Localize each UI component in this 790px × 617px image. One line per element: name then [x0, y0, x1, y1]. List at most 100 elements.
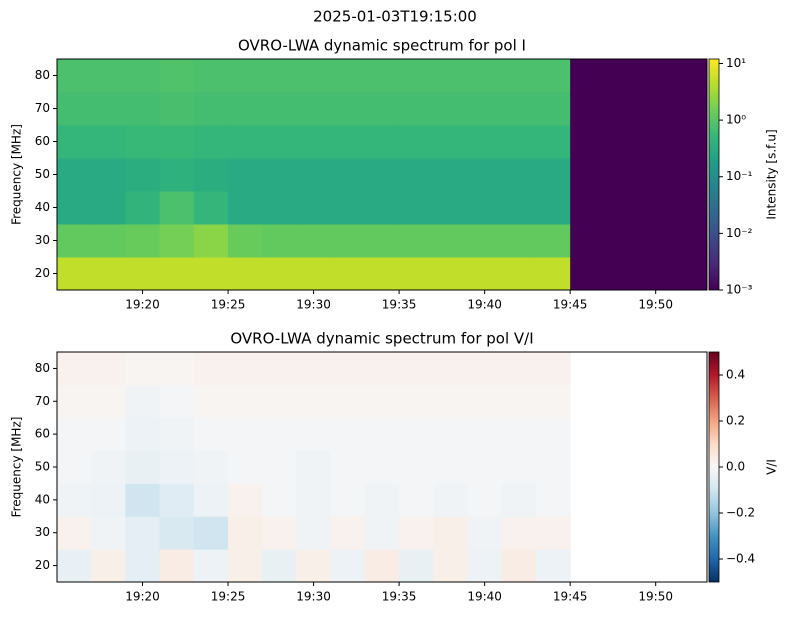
heatmap-cell — [535, 549, 571, 582]
heatmap-cell — [262, 158, 297, 192]
heatmap-cell — [535, 450, 571, 484]
heatmap-cell — [296, 384, 332, 419]
heatmap-cell — [228, 191, 263, 225]
y-tick-label: 80 — [35, 68, 50, 82]
figure-title: 2025-01-03T19:15:00 — [313, 8, 477, 26]
heatmap-cell — [433, 59, 469, 93]
colorbar-tick-label: 10⁻³ — [726, 283, 753, 297]
heatmap-cell — [193, 516, 229, 550]
x-tick-label: 19:35 — [382, 590, 417, 604]
x-tick-label: 19:40 — [467, 590, 502, 604]
heatmap-cell — [193, 483, 229, 517]
heatmap-cell — [364, 92, 400, 126]
heatmap-cell — [228, 92, 263, 126]
heatmap-cell — [296, 59, 332, 93]
colorbar-label: V/I — [765, 459, 779, 475]
heatmap-cell — [262, 59, 297, 93]
heatmap-cell — [467, 125, 503, 159]
heatmap — [57, 352, 571, 582]
heatmap-cell — [535, 483, 571, 517]
heatmap-cell — [467, 158, 503, 192]
heatmap-cell — [672, 59, 707, 93]
heatmap-cell — [467, 450, 503, 484]
x-tick-label: 19:30 — [296, 590, 331, 604]
heatmap-cell — [262, 92, 297, 126]
heatmap-cell — [159, 191, 195, 225]
heatmap-cell — [535, 384, 571, 419]
heatmap-cell — [433, 384, 469, 419]
heatmap-cell — [399, 125, 434, 159]
heatmap-cell — [193, 417, 229, 452]
heatmap-cell — [193, 257, 229, 290]
x-tick-label: 19:50 — [638, 298, 673, 312]
heatmap-cell — [364, 158, 400, 192]
heatmap-cell — [57, 158, 92, 192]
heatmap-cell — [501, 483, 537, 517]
heatmap-cell — [91, 450, 126, 484]
heatmap-cell — [364, 483, 400, 517]
heatmap-cell — [364, 384, 400, 419]
heatmap-cell — [228, 483, 263, 517]
heatmap-cell — [604, 125, 640, 159]
heatmap-cell — [125, 191, 161, 225]
heatmap-cell — [125, 483, 161, 517]
heatmap-cell — [57, 191, 92, 225]
heatmap — [57, 59, 707, 290]
heatmap-cell — [330, 516, 366, 550]
heatmap-cell — [570, 257, 605, 290]
heatmap-cell — [193, 158, 229, 192]
x-tick-label: 19:20 — [125, 590, 160, 604]
colorbar — [708, 58, 720, 291]
heatmap-cell — [570, 59, 605, 93]
heatmap-cell — [296, 549, 332, 582]
heatmap-cell — [228, 516, 263, 550]
heatmap-cell — [501, 257, 537, 290]
chart-title: OVRO-LWA dynamic spectrum for pol I — [238, 37, 526, 55]
heatmap-cell — [501, 191, 537, 225]
y-tick-label: 70 — [35, 394, 50, 408]
colorbar-tick-label: −0.4 — [726, 552, 755, 566]
heatmap-cell — [467, 59, 503, 93]
heatmap-cell — [91, 224, 126, 258]
heatmap-cell — [193, 125, 229, 159]
heatmap-cell — [535, 417, 571, 452]
heatmap-cell — [570, 224, 605, 258]
heatmap-cell — [91, 483, 126, 517]
y-tick-label: 40 — [35, 200, 50, 214]
heatmap-cell — [159, 417, 195, 452]
heatmap-cell — [125, 59, 161, 93]
heatmap-cell — [330, 92, 366, 126]
heatmap-cell — [433, 549, 469, 582]
heatmap-cell — [535, 125, 571, 159]
heatmap-cell — [672, 191, 707, 225]
heatmap-cell — [399, 158, 434, 192]
heatmap-cell — [399, 191, 434, 225]
heatmap-cell — [364, 417, 400, 452]
heatmap-cell — [535, 352, 571, 386]
heatmap-cell — [638, 158, 674, 192]
heatmap-cell — [330, 483, 366, 517]
heatmap-cell — [57, 417, 92, 452]
y-tick-label: 30 — [35, 233, 50, 247]
heatmap-cell — [125, 352, 161, 386]
heatmap-cell — [399, 59, 434, 93]
heatmap-cell — [399, 417, 434, 452]
x-tick-label: 19:35 — [382, 298, 417, 312]
y-tick-label: 60 — [35, 134, 50, 148]
heatmap-cell — [433, 92, 469, 126]
heatmap-cell — [91, 257, 126, 290]
heatmap-cell — [228, 417, 263, 452]
heatmap-cell — [433, 224, 469, 258]
heatmap-cell — [535, 59, 571, 93]
heatmap-cell — [672, 92, 707, 126]
heatmap-cell — [193, 450, 229, 484]
heatmap-cell — [57, 352, 92, 386]
heatmap-cell — [296, 417, 332, 452]
colorbar-tick-label: 10⁰ — [726, 113, 746, 127]
heatmap-cell — [228, 384, 263, 419]
heatmap-cell — [501, 384, 537, 419]
heatmap-cell — [604, 59, 640, 93]
heatmap-cell — [159, 92, 195, 126]
heatmap-cell — [330, 125, 366, 159]
heatmap-cell — [535, 191, 571, 225]
